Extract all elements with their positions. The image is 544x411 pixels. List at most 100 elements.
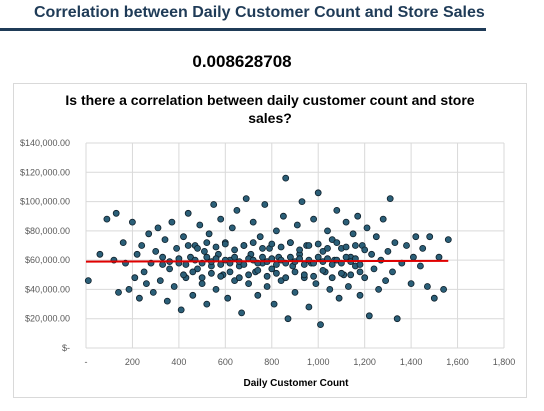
data-point [343, 219, 349, 225]
data-point [134, 251, 140, 257]
y-tick-label: $120,000.00 [20, 167, 70, 177]
data-point [420, 245, 426, 251]
data-point [355, 213, 361, 219]
data-point [334, 240, 340, 246]
data-point [273, 270, 279, 276]
gridlines [86, 143, 504, 348]
data-point [292, 289, 298, 295]
data-point [334, 207, 340, 213]
data-point [273, 228, 279, 234]
data-point [315, 241, 321, 247]
data-point [327, 286, 333, 292]
data-point [278, 244, 284, 250]
data-point [232, 254, 238, 260]
data-point [190, 269, 196, 275]
data-point [410, 254, 416, 260]
data-point [143, 281, 149, 287]
correlation-value: 0.008628708 [0, 52, 484, 72]
data-point [213, 286, 219, 292]
data-point [315, 190, 321, 196]
data-point [264, 284, 270, 290]
data-point [246, 272, 252, 278]
data-point [155, 225, 161, 231]
data-point [311, 216, 317, 222]
data-point [285, 316, 291, 322]
data-point [204, 240, 210, 246]
data-point [157, 278, 163, 284]
data-point [441, 286, 447, 292]
data-point [201, 248, 207, 254]
data-point [218, 273, 224, 279]
scatter-chart: Is there a correlation between daily cus… [14, 84, 526, 397]
data-point [264, 273, 270, 279]
data-point [222, 241, 228, 247]
data-point [325, 245, 331, 251]
x-tick-label: 1,400 [400, 357, 423, 367]
data-point [364, 225, 370, 231]
data-points [85, 175, 451, 328]
data-point [129, 219, 135, 225]
data-point [174, 245, 180, 251]
x-tick-label: 1,800 [493, 357, 516, 367]
data-point [255, 292, 261, 298]
data-point [199, 275, 205, 281]
data-point [325, 228, 331, 234]
data-point [218, 216, 224, 222]
data-point [250, 219, 256, 225]
data-point [257, 234, 263, 240]
data-point [301, 272, 307, 278]
data-point [181, 272, 187, 278]
data-point [150, 289, 156, 295]
data-point [116, 289, 122, 295]
data-point [408, 281, 414, 287]
data-point [211, 202, 217, 208]
data-point [357, 269, 363, 275]
data-point [141, 269, 147, 275]
page-title: Correlation between Daily Customer Count… [34, 4, 485, 22]
data-point [362, 247, 368, 253]
data-point [313, 281, 319, 287]
data-point [229, 225, 235, 231]
data-point [132, 275, 138, 281]
data-point [306, 243, 312, 249]
data-point [371, 266, 377, 272]
x-tick-label: 1,200 [353, 357, 376, 367]
data-point [383, 278, 389, 284]
data-point [320, 267, 326, 273]
data-point [390, 269, 396, 275]
chart-title-line-1: Is there a correlation between daily cus… [65, 92, 474, 108]
x-axis-tick-labels: - 200 400 600 800 1,000 1,200 1,400 1,600 1,800 [85, 357, 516, 367]
x-tick-label: 1,000 [307, 357, 330, 367]
data-point [394, 316, 400, 322]
data-point [85, 278, 91, 284]
data-point [369, 251, 375, 257]
data-point [280, 213, 286, 219]
data-point [366, 313, 372, 319]
data-point [241, 243, 247, 249]
chart-area[interactable]: Is there a correlation between daily cus… [13, 83, 527, 398]
data-point [336, 295, 342, 301]
data-point [208, 270, 214, 276]
data-point [204, 301, 210, 307]
data-point [283, 275, 289, 281]
trendline [86, 261, 448, 262]
x-tick-label: 200 [125, 357, 140, 367]
data-point [348, 272, 354, 278]
data-point [376, 286, 382, 292]
data-point [283, 175, 289, 181]
data-point [357, 262, 363, 268]
data-point [213, 244, 219, 250]
data-point [352, 243, 358, 249]
data-point [113, 210, 119, 216]
data-point [255, 267, 261, 273]
data-point [424, 284, 430, 290]
data-point [373, 234, 379, 240]
data-point [164, 298, 170, 304]
data-point [120, 240, 126, 246]
x-tick-label: 600 [218, 357, 233, 367]
data-point [404, 243, 410, 249]
data-point [427, 234, 433, 240]
y-axis-tick-labels: $- $20,000.00 $40,000.00 $60,000.00 $80,000.… [20, 138, 70, 353]
data-point [413, 234, 419, 240]
x-tick-label: 800 [264, 357, 279, 367]
